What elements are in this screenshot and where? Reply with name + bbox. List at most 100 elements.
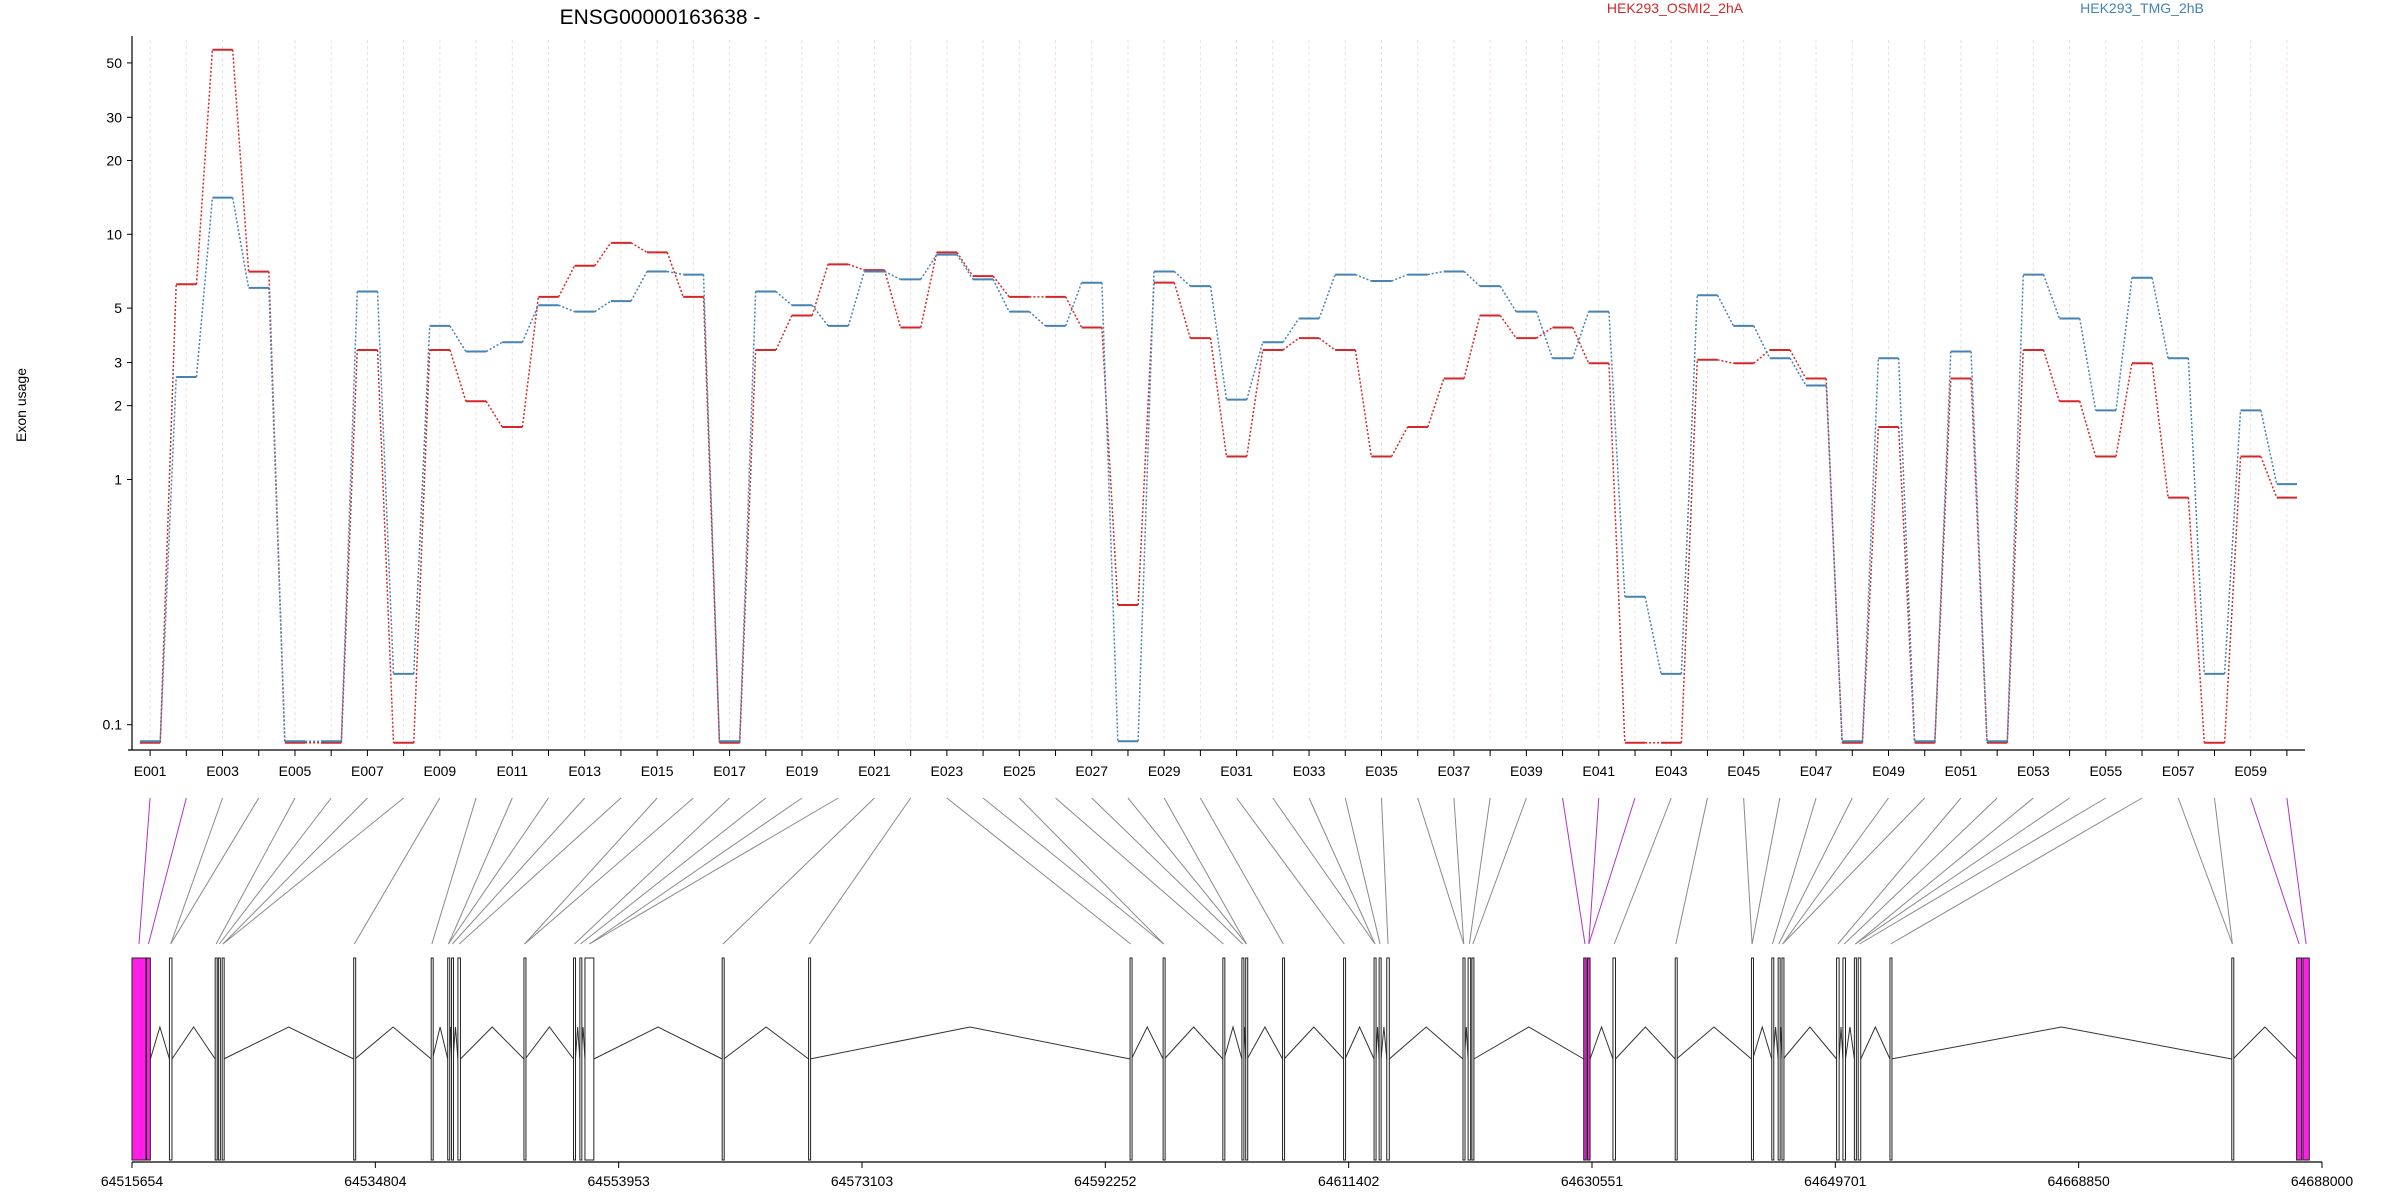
exon-connector	[722, 797, 875, 945]
series-connector	[1318, 274, 1336, 319]
series-connector	[847, 271, 866, 327]
exon	[1674, 957, 1678, 1161]
series-connector	[1571, 311, 1590, 359]
exon-connector	[1308, 797, 1376, 945]
intron	[149, 1025, 170, 1060]
series-connector	[413, 325, 431, 674]
exon-highlighted	[2296, 957, 2303, 1161]
exon-connectors	[138, 797, 2307, 945]
exon-connector	[458, 797, 622, 945]
intron	[171, 1026, 216, 1060]
exon	[1842, 957, 1846, 1161]
series-connector	[992, 275, 1010, 298]
x-tick-label: E013	[568, 763, 601, 779]
series-connector	[340, 349, 359, 743]
exon	[1378, 957, 1382, 1161]
series-connector	[920, 254, 938, 280]
series-connector	[1861, 358, 1880, 742]
exon-connector	[448, 797, 549, 945]
exon	[1889, 957, 1893, 1161]
exon-connector	[1855, 797, 2070, 945]
series-connector	[2115, 363, 2133, 457]
x-tick-label: E019	[786, 763, 819, 779]
exon-connector	[1199, 797, 1284, 945]
exon	[457, 957, 461, 1161]
intron	[1380, 1026, 1388, 1060]
x-tick-label: E021	[858, 763, 891, 779]
y-axis: 0.1 1 2 3 5 10 20 30 50	[103, 36, 133, 750]
exon-connector	[451, 797, 586, 945]
intron	[223, 1026, 354, 1060]
intron	[574, 1026, 581, 1060]
exon-connector	[1782, 797, 1926, 945]
series-connector	[1934, 351, 1952, 742]
genomic-tick-label: 64630551	[1561, 1173, 1624, 1189]
series-connector	[2151, 277, 2169, 359]
intron	[1589, 1025, 1614, 1060]
series-connector	[1246, 342, 1264, 400]
exon-connector	[1163, 797, 1247, 945]
x-tick-label: E043	[1655, 763, 1688, 779]
series-connector	[811, 304, 829, 327]
exon	[523, 957, 527, 1161]
exon-connector	[222, 797, 368, 945]
exon-connector	[431, 797, 477, 945]
exon	[451, 957, 455, 1161]
series-connector	[159, 376, 177, 742]
exon-connector	[218, 797, 332, 945]
series-connector	[775, 315, 793, 351]
exon	[1750, 957, 1754, 1161]
series-connector	[1897, 426, 1916, 743]
y-tick-label: 0.1	[103, 717, 123, 733]
exon-connector	[574, 797, 730, 945]
y-tick-label: 5	[114, 300, 122, 316]
series-connector	[2151, 363, 2169, 498]
x-tick-label: E027	[1075, 763, 1108, 779]
intron	[1676, 1026, 1752, 1060]
series-connector	[1536, 326, 1553, 339]
x-tick-label: E047	[1800, 763, 1833, 779]
series-connector	[1209, 338, 1228, 457]
y-tick-label: 50	[106, 55, 122, 71]
exon-connector	[1859, 797, 2107, 945]
series-connector	[1354, 349, 1373, 457]
exon-connector	[524, 797, 658, 945]
exon-connector	[1675, 797, 1708, 945]
exon	[1857, 957, 1862, 1161]
exon	[168, 957, 173, 1161]
exon	[1241, 957, 1245, 1161]
series-connector	[1825, 385, 1843, 742]
exon	[1386, 957, 1390, 1161]
exon	[1222, 957, 1226, 1161]
exon-connector	[1613, 797, 1672, 945]
series-connector	[1065, 296, 1083, 328]
series-connector	[1970, 378, 1988, 743]
intron	[354, 1026, 432, 1060]
exon-connector	[2177, 797, 2233, 945]
intron	[2232, 1026, 2297, 1060]
series-connector	[521, 304, 540, 343]
exon-connector	[1562, 797, 1586, 945]
exon-connector	[1472, 797, 1527, 945]
series-connector	[1209, 286, 1228, 400]
series-connector	[2260, 410, 2278, 485]
series-connector	[195, 49, 214, 285]
exon	[1129, 957, 1133, 1161]
series-connector	[1282, 318, 1300, 343]
series-connector	[449, 325, 467, 352]
exon-highlighted	[1583, 957, 1587, 1161]
exon-connector	[170, 797, 260, 945]
series-1	[139, 48, 2298, 744]
exon	[1282, 957, 1286, 1161]
x-axis: E001 E003 E005 E007 E009 E011 E013 E015 E017 E019…	[128, 749, 2305, 779]
exon-connector	[1588, 797, 1600, 945]
series-connector	[738, 291, 757, 742]
exon-connector	[1018, 797, 1165, 945]
series-2	[139, 196, 2298, 743]
series-connector	[1499, 315, 1517, 339]
series-connector	[1246, 349, 1264, 457]
series-connector	[2223, 456, 2242, 743]
x-tick-label: E041	[1582, 763, 1615, 779]
exon-connector	[2250, 797, 2300, 945]
